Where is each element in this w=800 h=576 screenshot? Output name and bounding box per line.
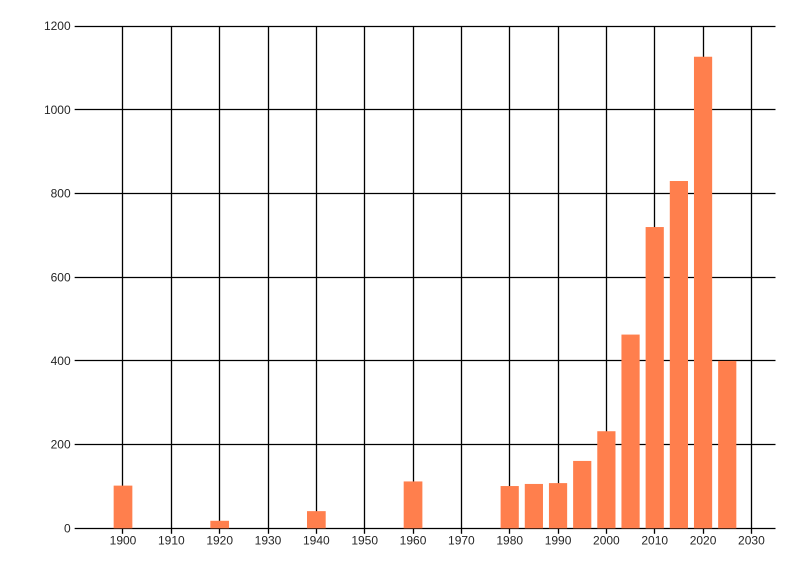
svg-text:2000: 2000 — [593, 533, 620, 547]
svg-text:2020: 2020 — [690, 533, 717, 547]
svg-text:0: 0 — [64, 521, 71, 535]
svg-text:1930: 1930 — [255, 533, 282, 547]
svg-text:400: 400 — [51, 354, 71, 368]
svg-text:2030: 2030 — [738, 533, 765, 547]
svg-text:200: 200 — [51, 438, 71, 452]
svg-text:1990: 1990 — [545, 533, 572, 547]
svg-text:2010: 2010 — [641, 533, 668, 547]
svg-text:1200: 1200 — [44, 19, 71, 33]
svg-text:1970: 1970 — [448, 533, 475, 547]
svg-text:1950: 1950 — [351, 533, 378, 547]
svg-text:600: 600 — [51, 270, 71, 284]
svg-text:800: 800 — [51, 187, 71, 201]
svg-text:1980: 1980 — [496, 533, 523, 547]
svg-text:1000: 1000 — [44, 103, 71, 117]
svg-text:1920: 1920 — [206, 533, 233, 547]
svg-text:1960: 1960 — [400, 533, 427, 547]
svg-text:1910: 1910 — [158, 533, 185, 547]
svg-text:1900: 1900 — [110, 533, 137, 547]
svg-text:1940: 1940 — [303, 533, 330, 547]
